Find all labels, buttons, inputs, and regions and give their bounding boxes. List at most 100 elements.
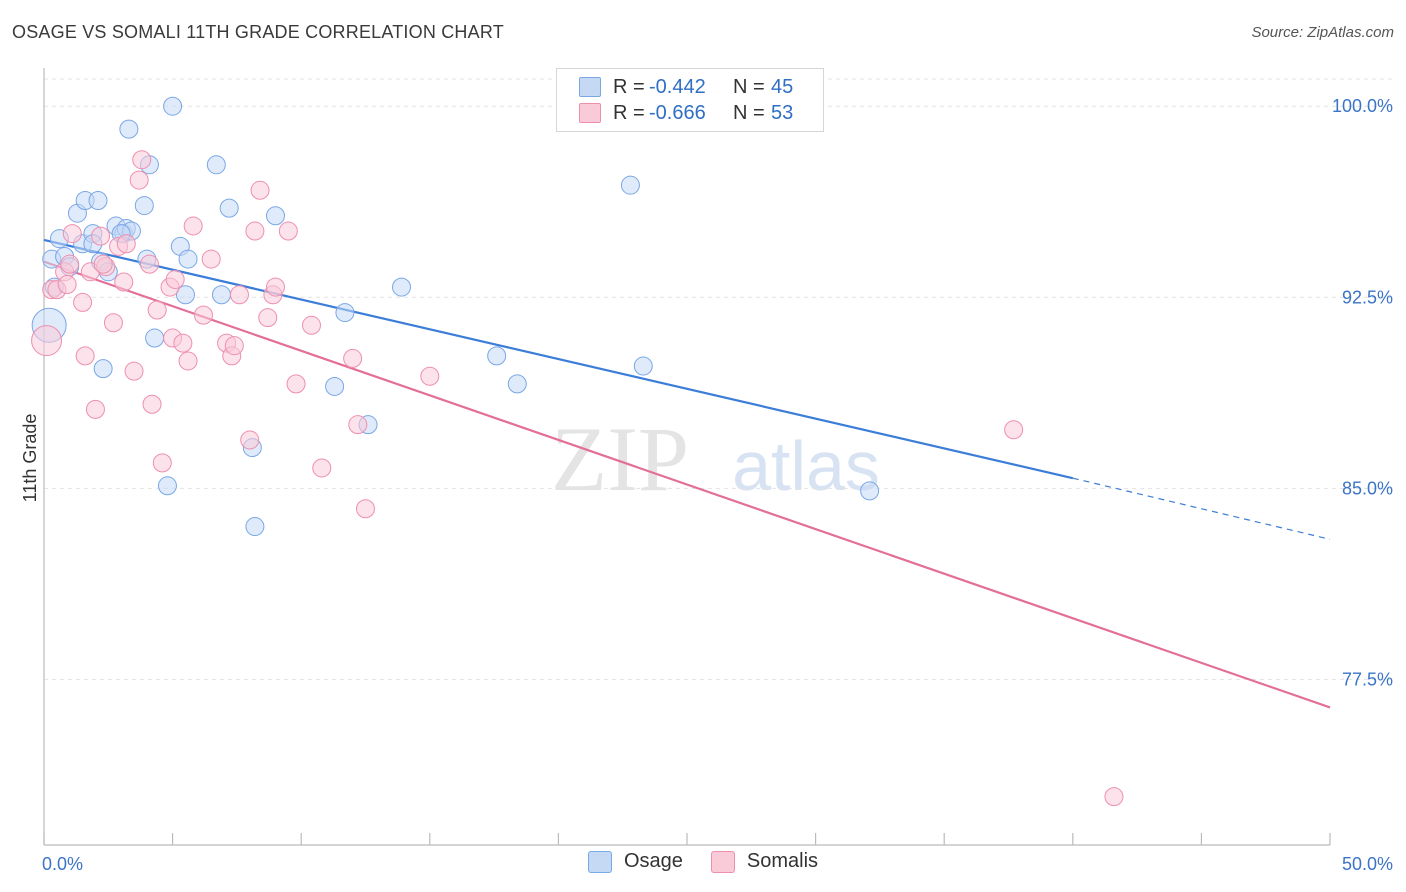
somalis-point <box>1104 787 1124 807</box>
r-value: -0.442 <box>649 75 706 98</box>
y-tick-label: 100.0% <box>1332 96 1393 116</box>
osage-point <box>265 206 285 226</box>
somalis-point <box>31 325 63 357</box>
somalis-swatch <box>579 103 601 123</box>
osage-point <box>487 346 507 366</box>
legend-row-osage: R = -0.442 N = 45 <box>579 75 793 99</box>
y-tick-label: 92.5% <box>1342 287 1393 307</box>
somalis-point <box>348 415 368 435</box>
somalis-point <box>245 221 265 241</box>
osage-point <box>335 303 355 323</box>
osage-point <box>88 190 108 210</box>
x-tick-label: 0.0% <box>42 854 83 874</box>
somalis-point <box>57 275 77 295</box>
n-label: N = <box>733 75 765 98</box>
somalis-point <box>265 277 285 297</box>
n-label: N = <box>733 101 765 124</box>
legend-row-somalis: R = -0.666 N = 53 <box>579 101 793 125</box>
somalis-point <box>142 394 162 414</box>
somalis-point <box>258 308 278 328</box>
osage-point <box>119 119 139 139</box>
osage-swatch <box>579 77 601 97</box>
osage-point <box>325 376 345 396</box>
somalis-point <box>124 361 144 381</box>
somalis-point <box>173 333 193 353</box>
osage-point <box>211 285 231 305</box>
somalis-point <box>114 272 134 292</box>
somalis-point <box>178 351 198 371</box>
somalis-point <box>139 254 159 274</box>
y-axis-label: 11th Grade <box>20 414 40 503</box>
somalis-point <box>420 366 440 386</box>
somalis-point <box>73 292 93 312</box>
somalis-legend-label: Somalis <box>746 850 819 872</box>
n-value: 53 <box>771 101 794 124</box>
n-value: 45 <box>771 75 794 98</box>
osage-point <box>178 249 198 269</box>
osage-point <box>219 198 239 218</box>
osage-legend-swatch <box>587 850 612 873</box>
somalis-point <box>62 224 82 244</box>
somalis-point <box>147 300 167 320</box>
series-legend: Osage Somalis <box>0 850 1406 873</box>
osage-point <box>245 517 265 537</box>
somalis-point <box>193 305 213 325</box>
osage-point <box>134 196 154 216</box>
r-value: -0.666 <box>649 101 706 124</box>
osage-legend-label: Osage <box>623 850 683 872</box>
chart-title: OSAGE VS SOMALI 11TH GRADE CORRELATION C… <box>12 22 504 42</box>
trend-lines <box>43 238 1331 709</box>
somalis-point <box>60 254 80 274</box>
osage-point <box>392 277 412 297</box>
r-label: R = <box>613 101 645 124</box>
zipatlas-watermark: ZIP atlas <box>551 408 880 510</box>
tick-labels: 100.0% 92.5% 85.0% 77.5% 0.0% 50.0% <box>42 96 1393 874</box>
somalis-point <box>286 374 306 394</box>
osage-trendline-extension <box>1072 477 1331 540</box>
somalis-trendline <box>43 260 1331 709</box>
somalis-point <box>301 315 321 335</box>
r-label: R = <box>613 75 645 98</box>
correlation-legend: R = -0.442 N = 45 R = -0.666 N = 53 <box>556 68 824 132</box>
legend-item-osage[interactable]: Osage <box>587 850 683 873</box>
somalis-point <box>201 249 221 269</box>
osage-point <box>145 328 165 348</box>
somalis-point <box>229 285 249 305</box>
somalis-point <box>103 313 123 333</box>
grid-lines <box>44 78 1395 680</box>
somalis-point <box>75 346 95 366</box>
somalis-point <box>183 216 203 236</box>
watermark-zip-text: ZIP <box>551 408 689 510</box>
osage-point <box>93 359 113 379</box>
somalis-point <box>224 336 244 356</box>
somalis-point <box>312 458 332 478</box>
somalis-point <box>129 170 149 190</box>
somalis-point <box>1004 420 1024 440</box>
osage-point <box>175 285 195 305</box>
x-tick-label: 50.0% <box>1342 854 1393 874</box>
source-label: Source: ZipAtlas.com <box>1251 24 1394 41</box>
osage-point <box>620 175 640 195</box>
somalis-point <box>250 180 270 200</box>
osage-point <box>163 96 183 116</box>
watermark-atlas-text: atlas <box>732 427 880 505</box>
data-points <box>31 96 1124 807</box>
osage-point <box>157 476 177 496</box>
axes <box>43 68 1331 846</box>
somalis-point <box>240 430 260 450</box>
y-tick-label: 85.0% <box>1342 478 1393 498</box>
osage-point <box>507 374 527 394</box>
osage-point <box>206 155 226 175</box>
somalis-point <box>152 453 172 473</box>
osage-point <box>633 356 653 376</box>
somalis-point <box>278 221 298 241</box>
osage-trendline <box>43 238 1074 480</box>
osage-point <box>860 481 880 501</box>
somalis-point <box>165 269 185 289</box>
legend-item-somalis[interactable]: Somalis <box>710 850 819 873</box>
somalis-point <box>91 226 111 246</box>
y-tick-label: 77.5% <box>1342 669 1393 689</box>
somalis-point <box>356 499 375 519</box>
somalis-legend-swatch <box>710 850 735 873</box>
